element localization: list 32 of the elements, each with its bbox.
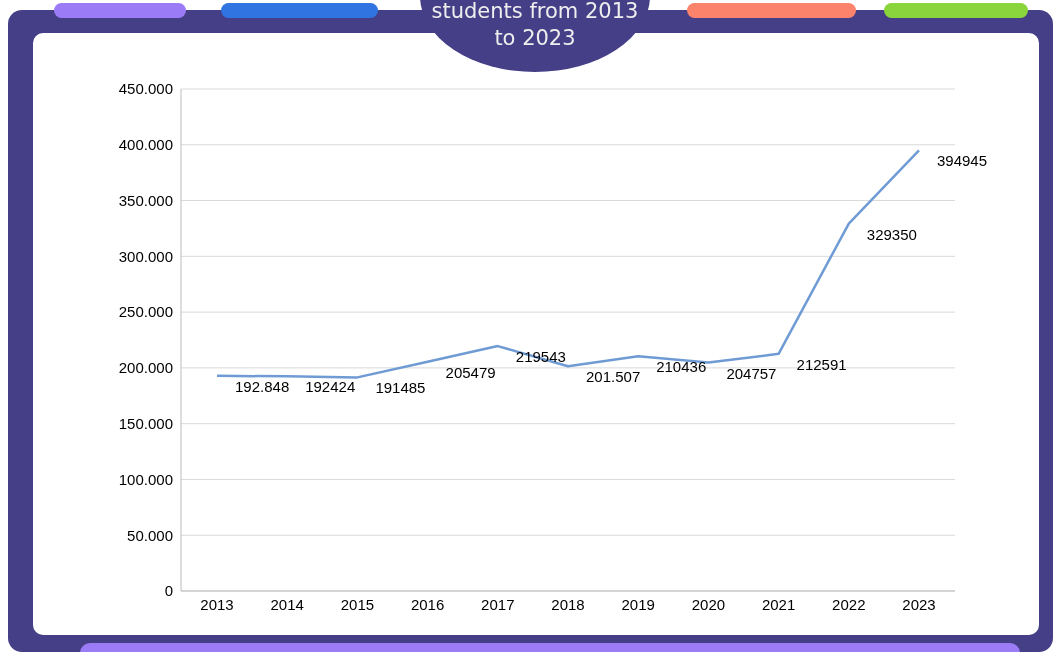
x-tick-label: 2022 bbox=[832, 595, 866, 613]
y-tick-label: 450.000 bbox=[118, 80, 173, 98]
data-label: 210436 bbox=[656, 358, 707, 376]
y-tick-label: 200.000 bbox=[118, 359, 173, 377]
data-label: 204757 bbox=[726, 364, 777, 382]
x-tick-label: 2015 bbox=[340, 595, 375, 613]
data-label: 394945 bbox=[937, 152, 988, 170]
y-tick-label: 350.000 bbox=[118, 191, 173, 209]
x-tick-label: 2020 bbox=[691, 595, 726, 613]
x-tick-label: 2023 bbox=[902, 595, 936, 613]
chart-title: students from 2013 to 2023 bbox=[430, 0, 640, 52]
x-tick-label: 2019 bbox=[621, 595, 655, 613]
data-label: 201.507 bbox=[586, 368, 641, 386]
x-tick-label: 2014 bbox=[270, 595, 304, 613]
y-tick-label: 250.000 bbox=[118, 303, 173, 321]
y-tick-label: 300.000 bbox=[118, 247, 173, 265]
x-tick-label: 2013 bbox=[200, 595, 234, 613]
x-tick-label: 2017 bbox=[481, 595, 515, 613]
data-label: 192.848 bbox=[235, 377, 290, 395]
y-tick-label: 150.000 bbox=[118, 414, 173, 432]
y-tick-label: 400.000 bbox=[118, 136, 173, 154]
data-label: 212591 bbox=[796, 355, 847, 373]
y-tick-label: 50.000 bbox=[127, 526, 173, 544]
data-label: 205479 bbox=[445, 363, 496, 381]
x-tick-label: 2018 bbox=[551, 595, 585, 613]
data-label: 192424 bbox=[305, 378, 356, 396]
x-tick-label: 2016 bbox=[410, 595, 445, 613]
y-tick-label: 100.000 bbox=[118, 470, 173, 488]
x-tick-label: 2021 bbox=[761, 595, 796, 613]
data-label: 191485 bbox=[375, 379, 426, 397]
y-tick-label: 0 bbox=[164, 582, 173, 600]
data-label: 329350 bbox=[866, 225, 917, 243]
